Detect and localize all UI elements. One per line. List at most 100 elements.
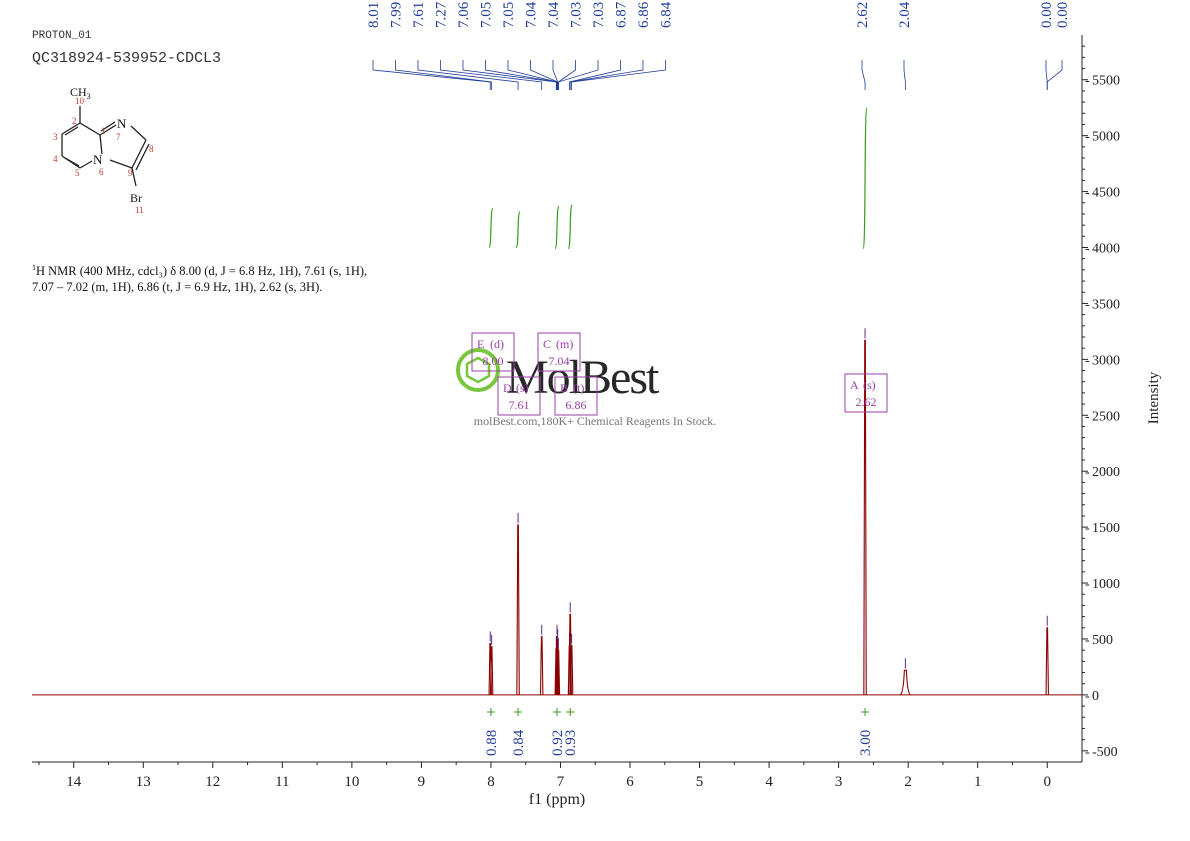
x-tick-label: 10 [344, 774, 359, 790]
multiplet-box [537, 332, 581, 372]
integral-value: 3.00 [858, 730, 874, 756]
y-tick-label: -500 [1092, 745, 1118, 760]
integral-curve [862, 107, 868, 250]
integral-curve [515, 211, 521, 249]
x-tick-label: 12 [205, 774, 220, 790]
svg-text:CH3: CH3 [70, 85, 91, 101]
y-tick-dash: - [1085, 242, 1090, 257]
peak-shift-label: 7.05 [479, 2, 495, 28]
y-axis-title: Intensity [1146, 371, 1162, 424]
atom-number: 1 [101, 126, 106, 136]
x-tick-label: 13 [136, 774, 151, 790]
atom-number: 2 [72, 116, 77, 126]
integral-curve [567, 204, 573, 250]
x-axis-title: f1 (ppm) [529, 791, 585, 808]
y-tick-label: 3000 [1092, 353, 1120, 368]
x-tick-label: 14 [66, 774, 82, 790]
ch3-label: CH [70, 85, 87, 99]
peak-shift-label: 7.04 [546, 1, 562, 28]
spectrum-peak [539, 636, 544, 695]
peak-label-connector [552, 60, 559, 90]
peak-shift-label: 0.00 [1039, 2, 1055, 28]
multiplet-box [497, 376, 541, 416]
spectrum-peak [555, 640, 560, 695]
spectrum-peak [489, 646, 494, 695]
y-tick-label: 3500 [1092, 297, 1120, 312]
y-tick-dash: - [1085, 409, 1090, 424]
y-tick-label: 5000 [1092, 130, 1120, 145]
multiplet-type: (d) [490, 337, 504, 351]
atom-number: 7 [116, 132, 121, 142]
peak-shift-label: 6.87 [614, 1, 630, 28]
y-tick-dash: - [1085, 74, 1090, 89]
integral-curve [488, 207, 494, 249]
multiplet-shift: 2.62 [856, 395, 877, 409]
x-tick-label: 5 [696, 774, 704, 790]
peak-label-connector [395, 60, 493, 90]
peak-shift-label: 7.05 [501, 2, 517, 28]
molecule-structure: CH3 N N Br 10 2 1 7 3 8 4 6 9 5 11 [53, 85, 154, 215]
molbest-logo-icon [456, 348, 500, 392]
peak-shift-label: 6.84 [659, 1, 675, 28]
y-tick-label: 4500 [1092, 186, 1120, 201]
multiplet-type: (m) [556, 337, 573, 351]
y-tick-label: 500 [1092, 633, 1113, 648]
peak-shift-label: 2.04 [897, 1, 913, 28]
spectrum-peak [863, 339, 867, 695]
y-tick-dash: - [1085, 297, 1090, 312]
y-tick-label: 5500 [1092, 74, 1120, 89]
multiplet-shift: 7.61 [509, 398, 530, 412]
peak-shift-label: 7.99 [389, 2, 405, 28]
peak-label-connector [507, 60, 558, 90]
nmr-summary-text: 1H NMR (400 MHz, cdcl₃) δ 8.00 (d, J = 6… [32, 260, 372, 295]
multiplet-box [844, 373, 888, 413]
peak-shift-label: 6.86 [636, 1, 652, 28]
x-tick-label: 6 [626, 774, 634, 790]
x-tick-label: 11 [275, 774, 289, 790]
multiplet-letter: D [503, 381, 512, 395]
x-tick-label: 7 [557, 774, 565, 790]
peak-label-connector [530, 60, 559, 90]
peak-label-connector [571, 60, 666, 90]
atom-number: 11 [135, 205, 144, 215]
x-tick-label: 8 [487, 774, 495, 790]
x-tick-label: 4 [765, 774, 773, 790]
peak-label-connector [569, 60, 644, 90]
atom-number: 9 [128, 168, 133, 178]
y-tick-dash: - [1085, 577, 1090, 592]
peak-label-connector [861, 60, 866, 90]
multiplet-shift: 7.04 [549, 354, 570, 368]
multiplet-type: (s) [516, 381, 529, 395]
multiplet-type: (t) [573, 381, 584, 395]
peak-label-connector [569, 60, 621, 90]
sample-name: QC318924-539952-CDCL3 [32, 50, 222, 67]
atom-number: 3 [53, 132, 58, 142]
spectrum-peak [516, 524, 520, 695]
n7-label: N [117, 116, 127, 131]
peak-shift-label: 7.03 [591, 2, 607, 28]
multiplet-shift: 6.86 [566, 398, 587, 412]
peak-shift-label: 0.00 [1055, 2, 1071, 28]
peak-label-connector [557, 60, 576, 90]
multiplet-letter: C [543, 337, 551, 351]
x-tick-label: 1 [974, 774, 982, 790]
y-tick-label: 2500 [1092, 409, 1120, 424]
peak-label-connector [417, 60, 519, 90]
multiplet-box [471, 332, 515, 372]
spectrum-peak [1045, 627, 1049, 695]
x-tick-label: 2 [904, 774, 912, 790]
experiment-name: PROTON_01 [32, 30, 92, 42]
x-tick-label: 3 [835, 774, 843, 790]
peak-shift-label: 2.62 [855, 2, 871, 28]
peak-label-connector [462, 60, 557, 90]
spectrum-peak [899, 669, 911, 696]
peak-label-connector [1046, 60, 1063, 90]
x-tick-label: 0 [1043, 774, 1051, 790]
y-tick-dash: - [1085, 633, 1090, 648]
integral-curve [554, 205, 560, 250]
integral-value: 0.88 [484, 730, 500, 756]
multiplet-shift: 8.00 [483, 354, 504, 368]
x-tick-label: 9 [418, 774, 426, 790]
